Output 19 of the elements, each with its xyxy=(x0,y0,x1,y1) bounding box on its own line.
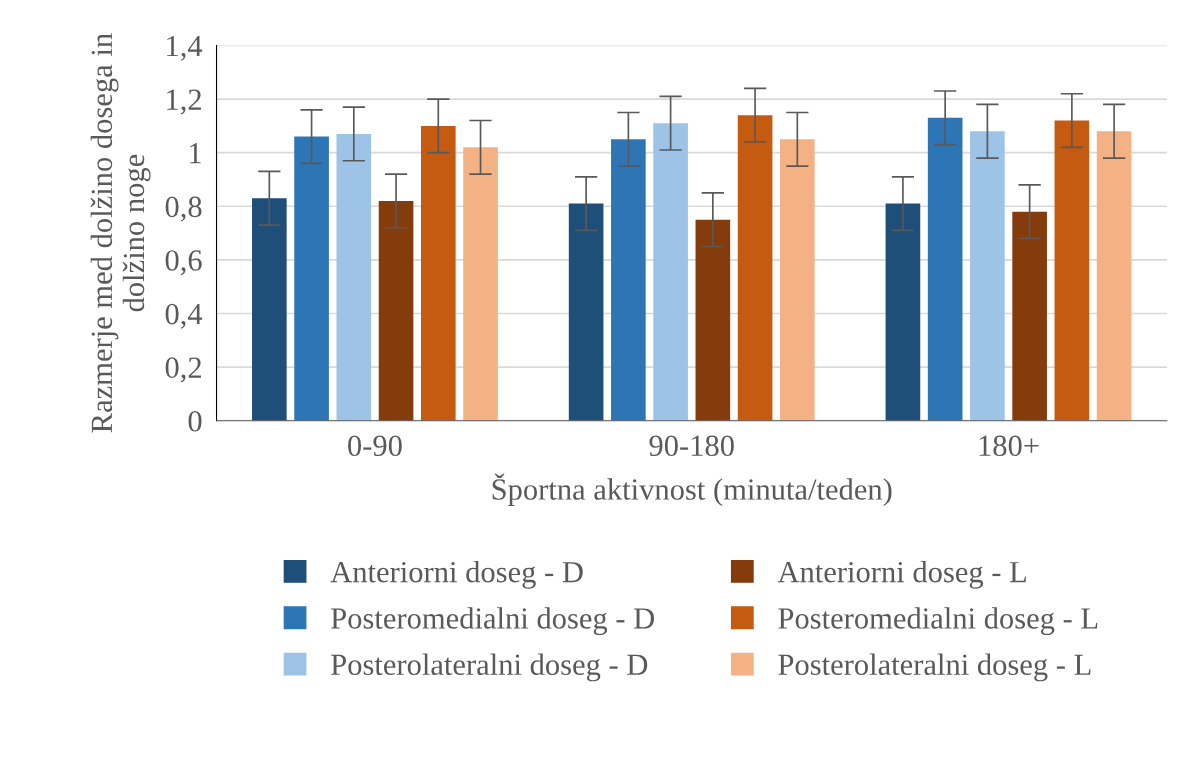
y-axis-title: Razmerje med dolžino dosega in dolžino noge xyxy=(90,33,151,433)
y-tick-label: 0,6 xyxy=(165,250,202,276)
y-tick-label: 1 xyxy=(190,143,201,164)
x-tick-label: 0-90 xyxy=(348,435,402,457)
legend-label: Posteromedialni doseg - L xyxy=(778,607,1098,636)
y-tick-label: 0 xyxy=(188,410,202,432)
legend-label: Anteriorni doseg - D xyxy=(330,560,583,589)
legend-label: Posterolateralni doseg - D xyxy=(331,653,648,682)
y-tick-label: 0,8 xyxy=(165,196,202,222)
x-tick-label: 90-180 xyxy=(649,435,734,457)
legend-label: Posteromedialni doseg - D xyxy=(331,607,655,636)
y-tick-label: 1,4 xyxy=(167,35,203,61)
legend-label: Posterolateralni doseg - L xyxy=(778,653,1091,682)
y-tick-label: 1,2 xyxy=(167,89,201,115)
x-axis-title: Športna aktivnost (minuta/teden) xyxy=(492,473,892,507)
x-tick-label: 180+ xyxy=(979,435,1039,457)
legend-label: Anteriorni doseg - L xyxy=(777,560,1026,589)
y-tick-label: 0,4 xyxy=(165,303,203,329)
y-tick-label: 0,2 xyxy=(165,357,201,383)
